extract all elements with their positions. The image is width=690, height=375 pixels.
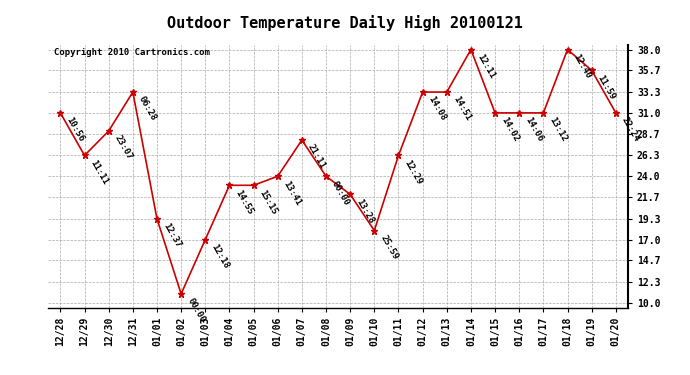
Text: 11:11: 11:11 (89, 158, 110, 186)
Text: 14:02: 14:02 (500, 116, 520, 144)
Text: 13:28: 13:28 (355, 197, 375, 225)
Text: 15:15: 15:15 (258, 188, 279, 216)
Text: 14:08: 14:08 (427, 95, 448, 123)
Text: Copyright 2010 Cartronics.com: Copyright 2010 Cartronics.com (54, 48, 210, 57)
Text: 14:55: 14:55 (234, 188, 255, 216)
Text: 14:06: 14:06 (524, 116, 544, 144)
Text: 13:41: 13:41 (282, 179, 303, 207)
Text: 00:00: 00:00 (331, 179, 351, 207)
Text: 10:56: 10:56 (65, 116, 86, 144)
Text: 12:11: 12:11 (475, 52, 496, 80)
Text: 21:11: 21:11 (306, 143, 327, 171)
Text: 11:59: 11:59 (596, 73, 617, 101)
Text: Outdoor Temperature Daily High 20100121: Outdoor Temperature Daily High 20100121 (167, 15, 523, 31)
Text: 12:40: 12:40 (572, 52, 593, 80)
Text: 12:37: 12:37 (161, 222, 182, 249)
Text: 12:18: 12:18 (210, 242, 230, 270)
Text: 00:00: 00:00 (186, 297, 206, 324)
Text: 14:51: 14:51 (451, 95, 472, 123)
Text: 12:29: 12:29 (403, 158, 424, 186)
Text: 25:59: 25:59 (379, 233, 400, 261)
Text: 23:07: 23:07 (113, 134, 134, 162)
Text: 22:24: 22:24 (620, 116, 641, 144)
Text: 06:28: 06:28 (137, 95, 158, 123)
Text: 13:12: 13:12 (548, 116, 569, 144)
